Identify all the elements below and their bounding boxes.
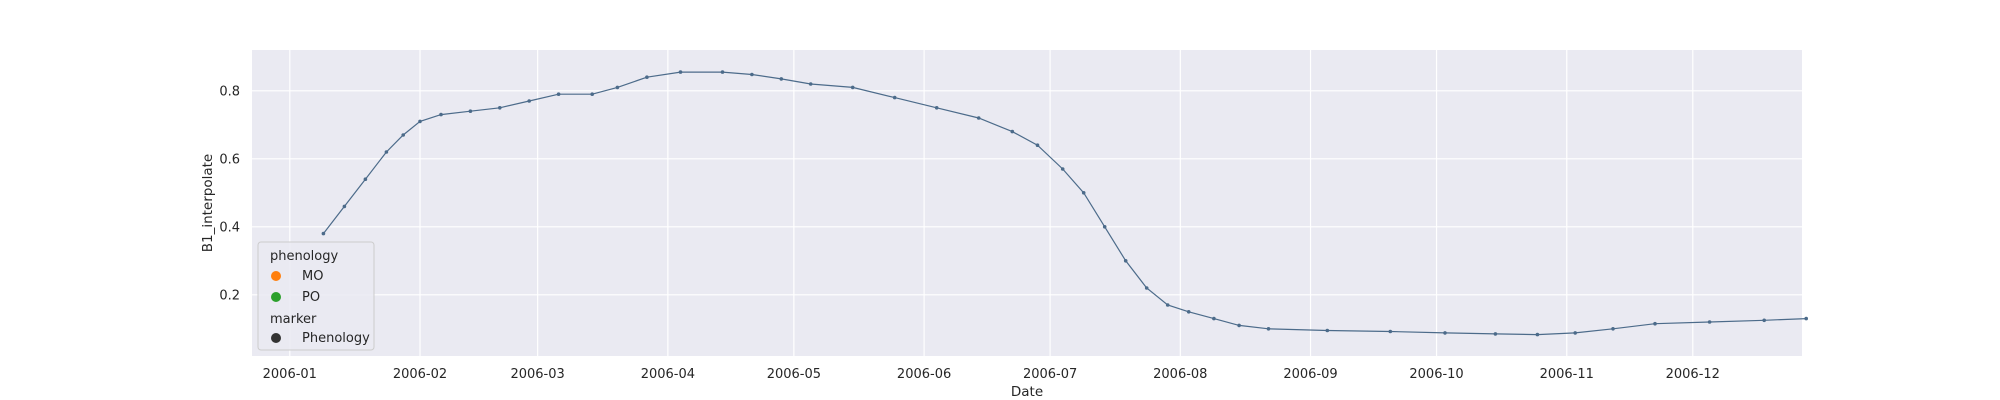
series-point — [1186, 310, 1191, 314]
series-point — [720, 70, 725, 74]
series-point — [1123, 259, 1128, 263]
x-tick-label: 2006-02 — [393, 367, 447, 382]
x-tick-label: 2006-08 — [1153, 367, 1207, 382]
series-point — [468, 109, 473, 113]
legend-marker-mo — [271, 271, 281, 281]
series-point — [1081, 191, 1086, 195]
series-point — [678, 70, 683, 74]
x-tick-label: 2006-01 — [263, 367, 317, 382]
series-point — [321, 231, 326, 236]
y-tick-label: 0.8 — [219, 84, 240, 99]
series-point — [779, 77, 784, 81]
series-point — [1010, 129, 1015, 134]
series-point — [1237, 323, 1241, 328]
series-point — [645, 75, 649, 79]
series-point — [976, 116, 981, 120]
series-point — [1707, 320, 1712, 324]
series-line — [322, 71, 1807, 336]
series-point — [1804, 316, 1808, 321]
series-point — [1165, 303, 1170, 307]
series-point — [1762, 318, 1766, 323]
series-point — [556, 92, 561, 96]
y-axis-title: B1_interpolate — [200, 154, 216, 253]
x-tick-label: 2006-11 — [1540, 367, 1594, 382]
series-point — [1611, 327, 1615, 331]
x-tick-label: 2006-03 — [510, 367, 564, 382]
series-point — [1573, 331, 1577, 335]
series-point — [892, 95, 897, 100]
series-point — [1325, 328, 1330, 333]
series-point — [808, 82, 813, 86]
legend-marker-phenology — [271, 333, 281, 343]
x-tick-label: 2006-07 — [1023, 367, 1077, 382]
series-point — [1493, 332, 1498, 336]
x-axis-title: Date — [1011, 384, 1043, 400]
series-point — [527, 99, 531, 103]
series-point — [1535, 332, 1540, 337]
legend-label-phenology: Phenology — [302, 331, 370, 346]
series-point — [418, 119, 422, 124]
series-point — [384, 150, 389, 154]
series-point — [342, 204, 347, 209]
series-point — [1653, 321, 1657, 326]
series-point — [498, 106, 502, 110]
x-tick-label: 2006-05 — [767, 367, 821, 382]
plot-area — [252, 50, 1802, 356]
x-tick-label: 2006-06 — [897, 367, 951, 382]
series-point — [1443, 331, 1447, 335]
series-point — [439, 112, 443, 117]
series-point — [750, 72, 754, 77]
y-tick-label: 0.2 — [219, 288, 240, 303]
legend-box — [257, 241, 375, 351]
legend-title: phenology — [270, 249, 338, 264]
x-tick-label: 2006-12 — [1666, 367, 1720, 382]
y-tick-label: 0.4 — [219, 220, 240, 235]
series-point — [401, 133, 406, 137]
series-point — [1212, 316, 1216, 321]
x-tick-label: 2006-09 — [1283, 367, 1337, 382]
x-tick-label: 2006-04 — [641, 367, 695, 382]
series-point — [1144, 286, 1149, 290]
series-point — [1388, 329, 1393, 334]
series-point — [1102, 225, 1107, 229]
series-point — [615, 85, 620, 90]
series-point — [850, 85, 855, 90]
series-point — [363, 177, 368, 181]
series-point — [1266, 327, 1271, 331]
y-tick-label: 0.6 — [219, 152, 240, 167]
legend-marker-title: marker — [270, 312, 317, 327]
series-point — [1060, 167, 1065, 171]
x-tick-label: 2006-10 — [1409, 367, 1463, 382]
legend-label-po: PO — [302, 290, 320, 305]
legend-marker-po — [271, 292, 281, 302]
series-point — [1035, 143, 1040, 147]
legend-label-mo: MO — [302, 269, 323, 284]
series-point — [934, 106, 939, 110]
series-point — [590, 92, 594, 96]
